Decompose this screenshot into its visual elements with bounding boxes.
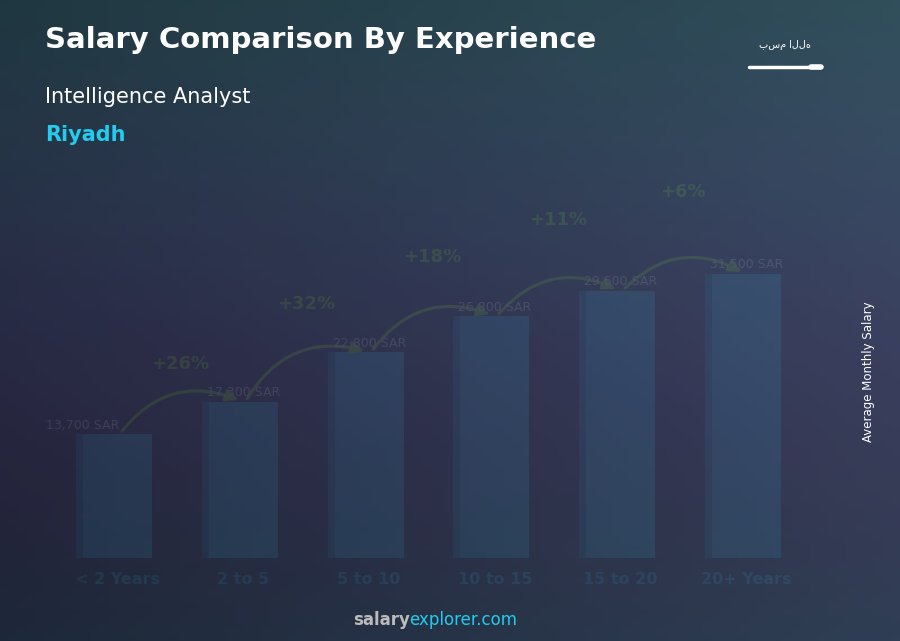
Text: +32%: +32%	[277, 295, 336, 313]
Bar	[76, 435, 83, 558]
Bar	[705, 274, 712, 558]
Text: +26%: +26%	[151, 355, 210, 373]
Text: 26,800 SAR: 26,800 SAR	[458, 301, 532, 313]
Bar	[454, 317, 460, 558]
Bar	[586, 291, 655, 558]
Text: 17,300 SAR: 17,300 SAR	[207, 386, 280, 399]
Text: Average Monthly Salary: Average Monthly Salary	[862, 301, 875, 442]
Text: +18%: +18%	[403, 248, 461, 266]
Bar	[712, 274, 781, 558]
Text: Riyadh: Riyadh	[45, 125, 125, 145]
Bar	[579, 291, 586, 558]
Bar	[202, 402, 209, 558]
Bar	[335, 353, 404, 558]
Bar	[83, 435, 152, 558]
Text: Salary Comparison By Experience: Salary Comparison By Experience	[45, 26, 596, 54]
Text: 29,600 SAR: 29,600 SAR	[584, 276, 657, 288]
Text: 22,800 SAR: 22,800 SAR	[332, 337, 406, 350]
Bar	[209, 402, 278, 558]
Text: +11%: +11%	[528, 211, 587, 229]
Text: +6%: +6%	[661, 183, 707, 201]
Text: Intelligence Analyst: Intelligence Analyst	[45, 87, 250, 106]
Bar	[460, 317, 529, 558]
Text: 31,500 SAR: 31,500 SAR	[710, 258, 783, 271]
Text: salary: salary	[353, 612, 410, 629]
Bar	[328, 353, 335, 558]
Text: 13,700 SAR: 13,700 SAR	[46, 419, 119, 431]
Text: بسم الله: بسم الله	[760, 40, 811, 50]
Text: explorer.com: explorer.com	[410, 612, 518, 629]
